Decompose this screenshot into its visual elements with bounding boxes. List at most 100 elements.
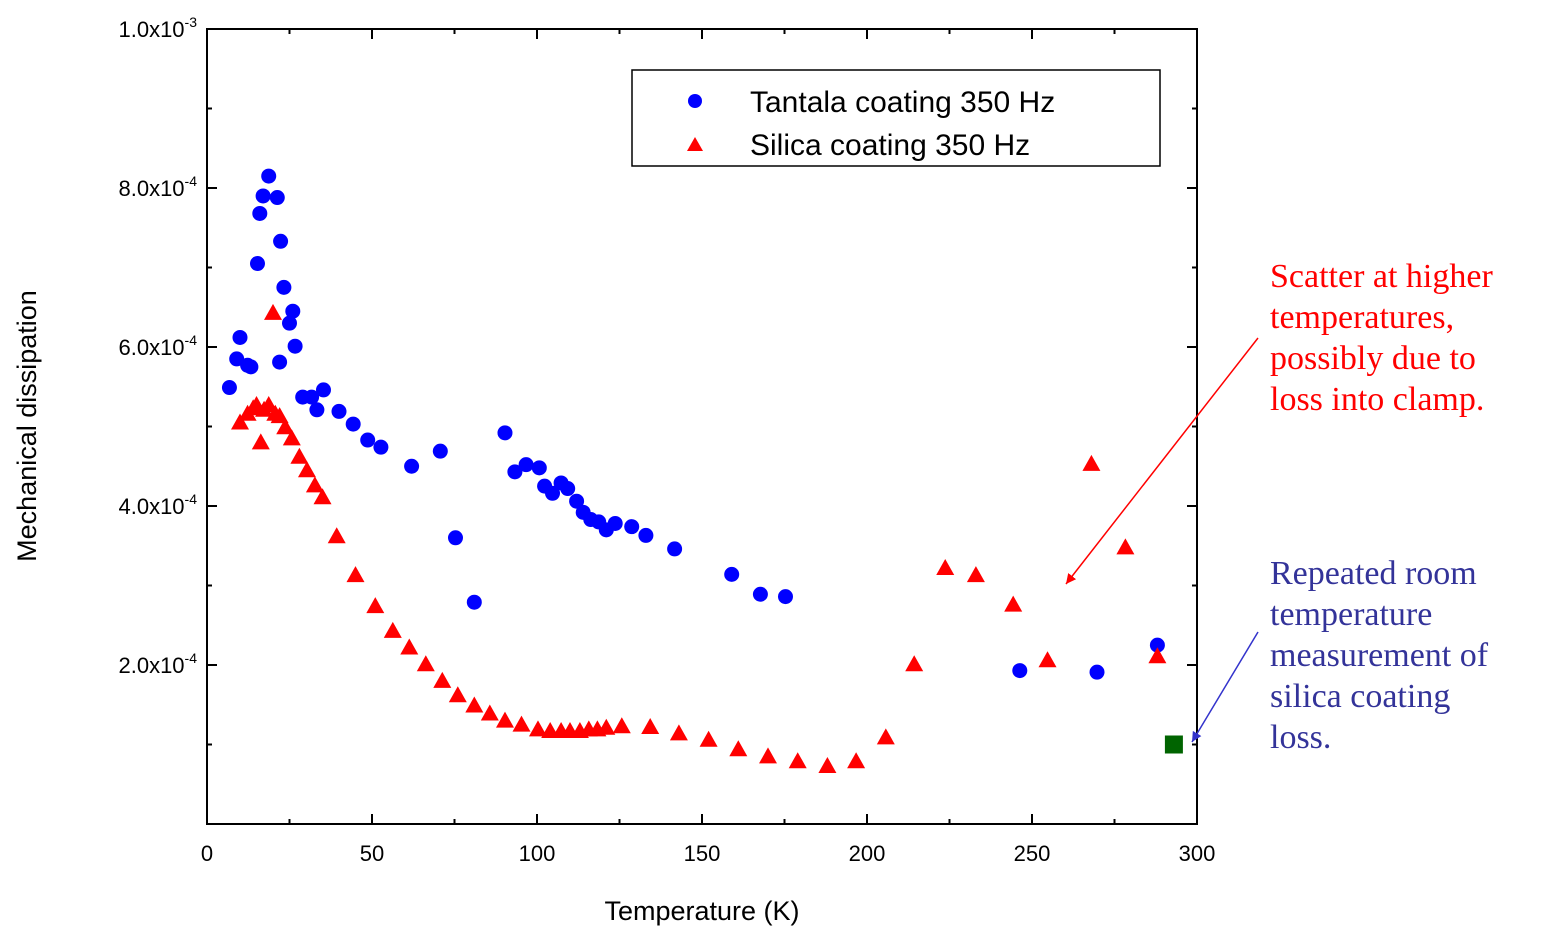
annotation-repeated: Repeated room temperature measurement of… — [1270, 555, 1489, 756]
silica-point — [495, 711, 514, 728]
tantala-point — [404, 458, 420, 474]
silica-point — [528, 720, 547, 737]
legend-marker-tantala — [688, 94, 702, 108]
silica-point — [1116, 538, 1135, 555]
tantala-point — [1012, 663, 1028, 679]
silica-point — [251, 433, 270, 450]
tantala-point — [331, 403, 347, 419]
x-tick-label: 150 — [684, 841, 721, 866]
tantala-point — [287, 338, 303, 354]
repeated-measurement-point — [1164, 735, 1183, 754]
tantala-point — [497, 425, 513, 441]
tantala-point — [724, 566, 740, 582]
y-tick-label: 8.0x10-4 — [118, 173, 197, 201]
tantala-point — [360, 432, 376, 448]
silica-point — [612, 717, 631, 734]
tantala-point — [276, 279, 292, 295]
y-axis-title: Mechanical dissipation — [12, 290, 42, 562]
silica-point — [259, 396, 278, 413]
tantala-point — [243, 359, 259, 375]
tantala-point — [282, 315, 297, 331]
tantala-point — [261, 168, 277, 184]
tantala-point — [285, 303, 301, 319]
silica-point — [297, 461, 316, 478]
legend-label-silica: Silica coating 350 Hz — [750, 129, 1030, 162]
silica-point — [366, 597, 385, 614]
tantala-point — [624, 519, 640, 535]
y-tick-label: 6.0x10-4 — [118, 332, 197, 360]
y-tick-label: 2.0x10-4 — [118, 650, 197, 678]
legend: Tantala coating 350 Hz Silica coating 35… — [631, 69, 1161, 167]
silica-point — [313, 488, 332, 505]
silica-point — [383, 621, 402, 638]
tantala-point — [638, 527, 654, 543]
silica-point — [966, 566, 985, 583]
tantala-point — [466, 594, 482, 610]
tantala-point — [667, 541, 683, 557]
silica-point — [788, 752, 807, 769]
x-tick-label: 250 — [1014, 841, 1051, 866]
tantala-point — [255, 188, 271, 204]
y-tick-label: 4.0x10-4 — [118, 491, 197, 519]
silica-point — [1148, 647, 1167, 664]
silica-point — [400, 638, 419, 655]
silica-point — [433, 671, 452, 688]
silica-point — [416, 655, 435, 672]
silica-point — [465, 696, 484, 713]
silica-point — [448, 686, 467, 703]
x-tick-label: 200 — [849, 841, 886, 866]
tantala-point — [249, 256, 265, 272]
legend-box — [631, 69, 1161, 167]
tantala-point — [569, 493, 585, 509]
silica-point — [729, 740, 748, 757]
silica-point — [305, 476, 324, 493]
tantala-point — [507, 464, 523, 480]
silica-point — [276, 418, 295, 435]
silica-point — [818, 756, 837, 773]
x-tick-label: 300 — [1179, 841, 1216, 866]
legend-label-tantala: Tantala coating 350 Hz — [750, 86, 1055, 119]
silica-point — [597, 718, 616, 735]
tantala-point — [1149, 637, 1165, 653]
tantala-point — [345, 416, 361, 432]
tantala-point — [309, 402, 325, 418]
y-tick-label: 1.0x10-3 — [118, 14, 197, 42]
silica-point — [1004, 595, 1023, 612]
silica-point — [264, 303, 282, 320]
silica-point — [346, 566, 365, 583]
annotation-arrow-scatter — [1065, 337, 1259, 585]
tantala-point — [447, 530, 463, 546]
tantala-point — [432, 443, 448, 459]
legend-marker-silica — [687, 137, 703, 151]
y-axis-ticks: 2.0x10-4 4.0x10-4 6.0x10-4 8.0x10-4 1.0x10-3 — [118, 14, 1197, 746]
tantala-point — [545, 485, 561, 501]
silica-point — [936, 559, 955, 576]
tantala-point — [269, 190, 285, 206]
silica-point — [480, 704, 499, 721]
silica-point — [512, 715, 531, 732]
silica-point — [699, 730, 718, 747]
x-tick-label: 50 — [360, 841, 384, 866]
tantala-point — [315, 382, 331, 398]
x-tick-label: 100 — [519, 841, 556, 866]
tantala-point — [560, 481, 576, 497]
tantala-point — [531, 460, 547, 476]
x-tick-label: 0 — [201, 841, 213, 866]
x-axis-ticks: 0 50 100 150 200 250 300 — [201, 29, 1215, 866]
annotation-arrow-repeated — [1191, 631, 1259, 743]
silica-point — [270, 407, 289, 424]
tantala-point — [777, 589, 793, 605]
silica-point — [231, 413, 249, 430]
tantala-point — [518, 457, 534, 473]
silica-point — [876, 728, 895, 745]
annotation-scatter: Scatter at higher temperatures, possibly… — [1270, 258, 1493, 418]
tantala-point — [252, 205, 268, 221]
tantala-point — [232, 329, 248, 345]
silica-point — [759, 747, 777, 764]
silica-point — [669, 724, 688, 741]
tantala-point — [607, 515, 623, 531]
tantala-point — [752, 586, 768, 602]
tantala-point — [373, 439, 389, 455]
silica-point — [327, 527, 346, 544]
